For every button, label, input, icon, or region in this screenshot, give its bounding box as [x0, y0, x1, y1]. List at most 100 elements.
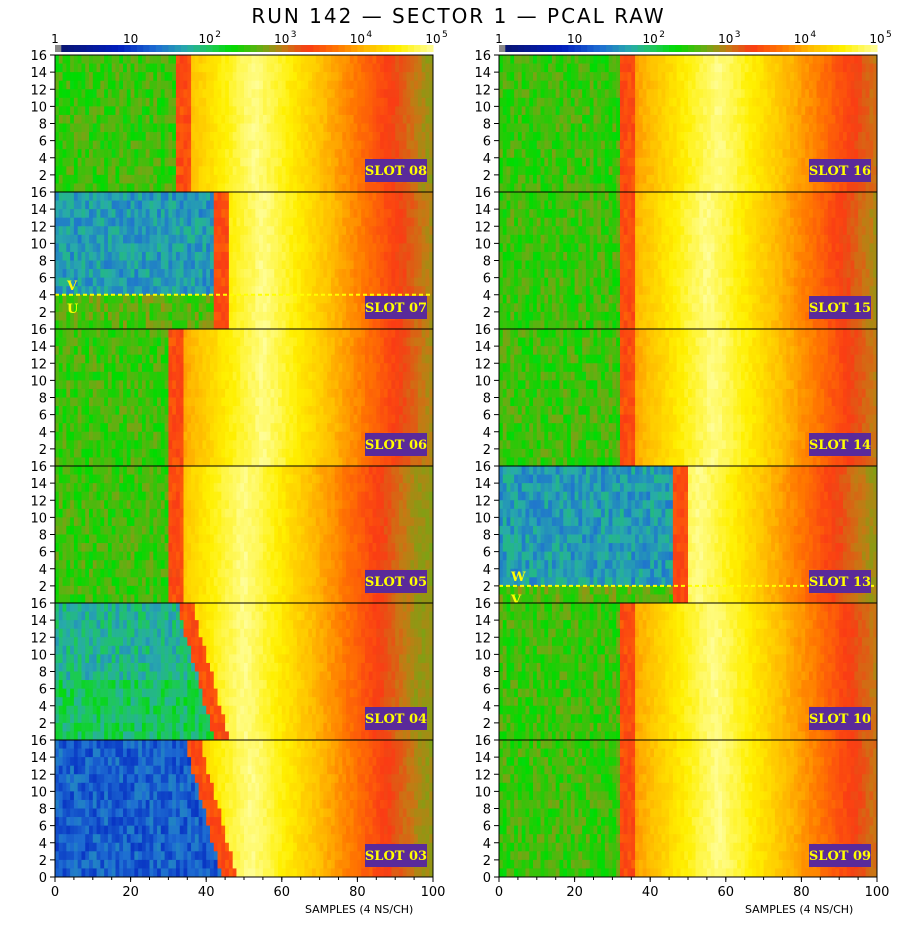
colorbar-segment — [339, 45, 346, 52]
y-tick-label: 2 — [39, 717, 47, 732]
y-tick-label: 2 — [39, 854, 47, 869]
heatmap-panel-slot-16: SLOT 16 — [499, 55, 877, 192]
y-tick-label: 2 — [483, 854, 491, 869]
colorbar-segment — [638, 45, 645, 52]
slot-label: SLOT 13 — [809, 575, 871, 590]
heatmap-panel-slot-10: SLOT 10 — [499, 603, 877, 740]
x-tick-label: 20 — [122, 885, 139, 900]
colorbar-segment — [846, 45, 853, 52]
y-tick-label: 10 — [474, 237, 491, 252]
colorbar-segment — [80, 45, 87, 52]
y-tick-label: 14 — [474, 340, 491, 355]
y-tick-label: 14 — [30, 340, 47, 355]
colorbar-segment — [612, 45, 619, 52]
colorbar-segment — [200, 45, 207, 52]
colorbar-segment — [663, 45, 670, 52]
colorbar-segment — [852, 45, 859, 52]
colorbar-segment — [757, 45, 764, 52]
colorbar-segment — [657, 45, 664, 52]
colorbar-tick-label: 10 — [199, 32, 214, 46]
colorbar-segment — [194, 45, 201, 52]
y-tick-label: 16 — [30, 597, 47, 612]
colorbar-segment — [225, 45, 232, 52]
y-tick-label: 2 — [39, 169, 47, 184]
slot-label: SLOT 16 — [809, 164, 871, 179]
colorbar-segment — [694, 45, 701, 52]
y-tick-label: 12 — [474, 768, 491, 783]
heatmap-panel-slot-07: VU SLOT 07 — [55, 192, 433, 329]
colorbar-segment — [68, 45, 75, 52]
y-tick-label: 12 — [30, 768, 47, 783]
slot-label: SLOT 07 — [365, 301, 427, 316]
y-tick-label: 12 — [474, 83, 491, 98]
x-tick-label: 0 — [51, 885, 59, 900]
colorbar-segment — [131, 45, 138, 52]
colorbar-tick-label: 10 — [718, 32, 733, 46]
colorbar-segment — [124, 45, 131, 52]
colorbar-segment — [332, 45, 339, 52]
colorbar-segment — [801, 45, 808, 52]
y-tick-label: 4 — [39, 563, 47, 578]
colorbar-tick-label: 10 — [425, 32, 440, 46]
y-tick-label: 2 — [39, 580, 47, 595]
y-tick-label: 6 — [39, 546, 47, 561]
colorbar-segment — [732, 45, 739, 52]
colorbar-tick-exponent: 3 — [735, 30, 741, 40]
y-tick-label: 6 — [483, 820, 491, 835]
colorbar-segment — [219, 45, 226, 52]
colorbar-tick-label: 1 — [495, 32, 503, 46]
y-tick-label: 10 — [30, 785, 47, 800]
colorbar-segment — [505, 45, 512, 52]
colorbar-segment — [213, 45, 220, 52]
colorbar-segment — [575, 45, 582, 52]
left-x-axis-label: SAMPLES (4 NS/CH) — [305, 903, 413, 916]
y-tick-label: 2 — [483, 443, 491, 458]
y-tick-label: 14 — [30, 751, 47, 766]
plane-tag-upper: W — [510, 570, 526, 585]
colorbar-segment — [414, 45, 421, 52]
colorbar-segment — [518, 45, 525, 52]
plane-tag-lower: U — [67, 302, 79, 317]
y-tick-label: 4 — [39, 700, 47, 715]
y-tick-label: 14 — [30, 614, 47, 629]
y-tick-label: 4 — [39, 426, 47, 441]
y-tick-label: 12 — [30, 83, 47, 98]
colorbar-segment — [587, 45, 594, 52]
colorbar-tick-exponent: 4 — [366, 30, 372, 40]
y-tick-label: 4 — [483, 837, 491, 852]
colorbar-segment — [619, 45, 626, 52]
colorbar-segment — [427, 45, 434, 52]
colorbar-tick-label: 10 — [567, 32, 582, 46]
colorbar-segment — [244, 45, 251, 52]
colorbar-tick-exponent: 5 — [442, 30, 448, 40]
y-tick-label: 4 — [39, 289, 47, 304]
colorbar-segment — [313, 45, 320, 52]
colorbar-tick-label: 10 — [869, 32, 884, 46]
x-tick-label: 60 — [718, 885, 735, 900]
y-tick-label: 4 — [483, 700, 491, 715]
slot-label: SLOT 06 — [365, 438, 427, 453]
colorbar-tick-exponent: 2 — [659, 30, 665, 40]
colorbar-tick-exponent: 3 — [291, 30, 297, 40]
colorbar-segment — [594, 45, 601, 52]
y-tick-label: 14 — [474, 203, 491, 218]
y-tick-label: 8 — [39, 803, 47, 818]
slot-label: SLOT 14 — [809, 438, 871, 453]
x-tick-label: 40 — [198, 885, 215, 900]
colorbar-segment — [55, 45, 62, 52]
y-tick-label: 4 — [483, 152, 491, 167]
colorbar-tick-label: 10 — [274, 32, 289, 46]
heatmap-panel-slot-14: SLOT 14 — [499, 329, 877, 466]
y-tick-label: 6 — [39, 820, 47, 835]
y-tick-label: 16 — [30, 49, 47, 64]
colorbar-segment — [395, 45, 402, 52]
slot-label: SLOT 05 — [365, 575, 427, 590]
colorbar-segment — [175, 45, 182, 52]
y-tick-label: 4 — [483, 289, 491, 304]
y-tick-label: 10 — [474, 648, 491, 663]
y-tick-label: 16 — [30, 323, 47, 338]
y-tick-label: 10 — [30, 648, 47, 663]
y-tick-label: 4 — [39, 837, 47, 852]
colorbar-segment — [294, 45, 301, 52]
colorbar-segment — [606, 45, 613, 52]
